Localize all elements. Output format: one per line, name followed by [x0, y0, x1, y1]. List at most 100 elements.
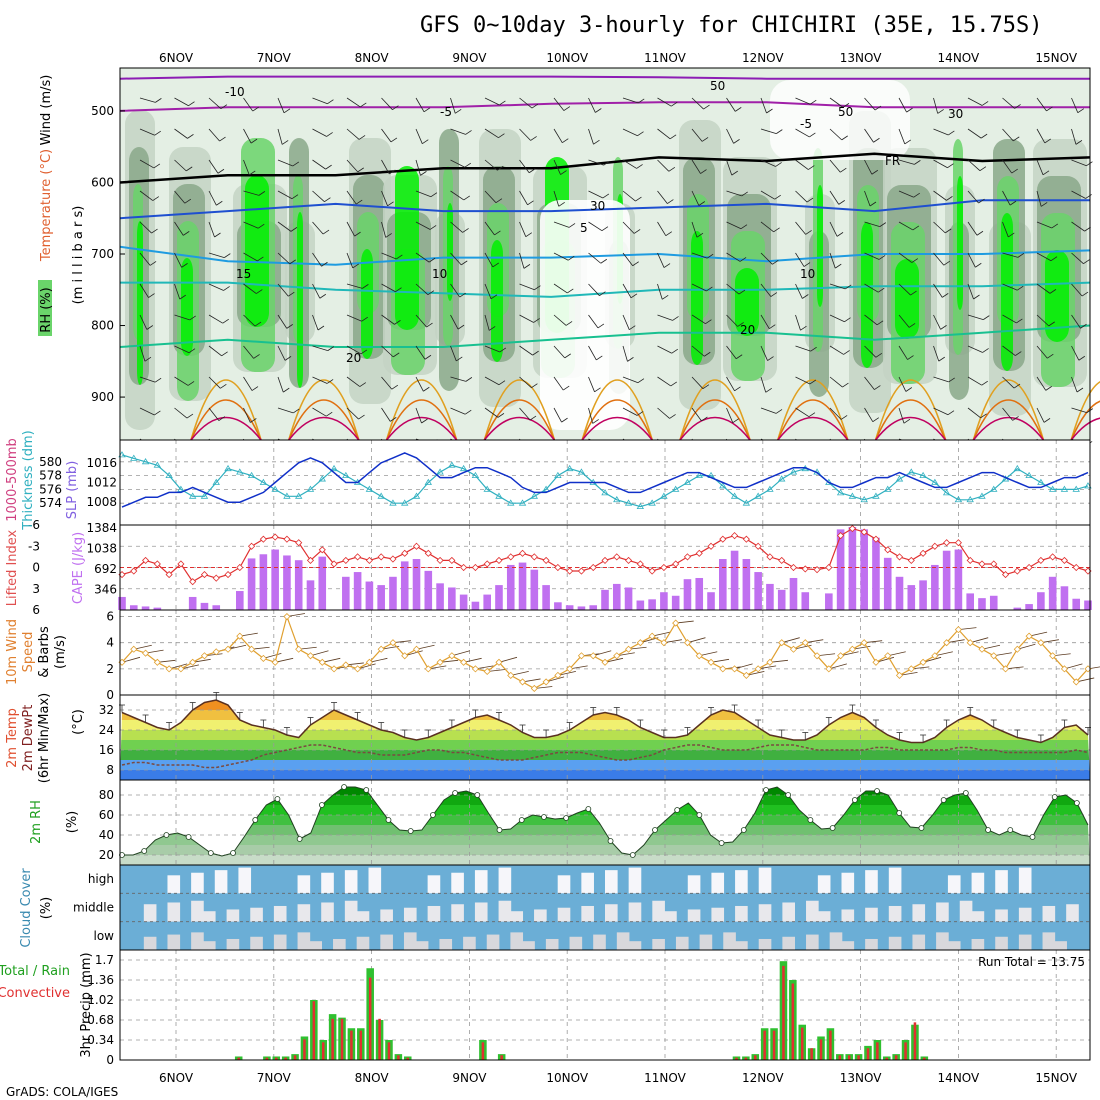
bottom-day-axis: 6NOV 7NOV 8NOV 9NOV 10NOV 11NOV 12NOV 13NOV 14NO…	[159, 1071, 1078, 1085]
wind-barb-flag	[290, 227, 298, 232]
lifted-index-point	[884, 546, 892, 554]
cape-bar	[577, 606, 586, 610]
cloud-low-block	[226, 938, 240, 950]
day-label-top: 14NOV	[938, 51, 980, 65]
cloud-low-block	[463, 936, 476, 950]
wind-barb-flag	[352, 263, 359, 269]
wind-barb-flag	[1076, 387, 1084, 393]
pressure-tick-label: 800	[91, 319, 114, 333]
precip-convective-bar	[303, 1039, 306, 1060]
cloud-middle-block	[605, 904, 618, 922]
wind-barb	[208, 159, 219, 174]
thickness-point	[719, 482, 727, 489]
day-label-bottom: 14NOV	[938, 1071, 980, 1085]
thickness-point	[577, 468, 586, 475]
dewpoint-line	[121, 744, 1089, 769]
wind-barb	[691, 407, 702, 422]
wind-speed-panel: 6 4 2 0	[106, 609, 1100, 702]
temp-band	[120, 720, 1090, 730]
cloud-middle-block	[782, 902, 795, 922]
wind-barb	[829, 376, 843, 388]
cloud-low-block	[522, 941, 535, 950]
precip-convective-bar	[265, 1057, 269, 1060]
wind-barb	[622, 128, 638, 137]
wind-barb-flag	[148, 293, 155, 298]
cape-bar	[683, 579, 692, 610]
surface-wind-barb	[875, 656, 895, 663]
wind-barb	[726, 97, 736, 112]
wind-barb	[346, 221, 355, 237]
rh-shading	[691, 231, 703, 365]
wind-barb	[967, 283, 974, 300]
contour-label: FR	[885, 154, 900, 168]
surface-wind-barb	[934, 651, 953, 657]
cloud-middle-block	[817, 911, 831, 922]
temperature-axis-label: Temperature (°C)	[39, 149, 54, 262]
wind-barb-flag	[669, 134, 677, 140]
wind-barb	[933, 159, 948, 169]
cloud-low-block	[403, 932, 417, 950]
wind-barb	[588, 97, 596, 113]
wind-barb	[519, 159, 530, 173]
wind-speed-point	[1060, 665, 1069, 673]
wind-speed-point	[624, 645, 633, 653]
precip-convective-bar	[368, 977, 372, 1060]
cape-bar	[377, 585, 385, 610]
cloud-middle-block	[202, 911, 216, 922]
lifted-index-point	[248, 542, 256, 550]
wind-barb-flag	[252, 106, 259, 112]
wind-barb-flag	[594, 387, 601, 393]
wind-barb-flag	[776, 129, 783, 134]
surface-wind-barb	[369, 657, 388, 663]
lifted-index-point	[813, 566, 821, 574]
cloud-title-label: Cloud Cover	[19, 868, 34, 948]
thickness-point	[554, 471, 562, 478]
rh-shading	[297, 212, 303, 388]
lifted-index-point	[165, 571, 173, 579]
wind-barb	[381, 252, 397, 260]
rh-shading	[245, 175, 269, 327]
warm-contour	[385, 416, 458, 441]
warm-contour	[581, 416, 653, 441]
wind-barb	[312, 345, 328, 352]
cloud-middle-block	[1066, 904, 1079, 922]
temp-tick-label: 8	[106, 763, 114, 777]
cape-bar	[978, 598, 986, 610]
wind-speed-point	[978, 645, 986, 653]
wind-barb	[519, 97, 533, 109]
wind-barb-flag	[661, 294, 669, 300]
precip-tick-label: 1.7	[95, 953, 114, 967]
thickness-point	[177, 485, 185, 492]
wind-barb	[760, 376, 767, 393]
wind-barb-flag	[250, 138, 258, 144]
wind-speed-point	[990, 652, 998, 660]
wind-barb-flag	[324, 197, 331, 203]
rh-shading	[1045, 250, 1069, 342]
temp-tick-label: 24	[99, 723, 114, 737]
rh-shading	[957, 176, 963, 310]
surface-wind-barb	[404, 650, 423, 657]
wind-barb-flag	[256, 289, 263, 294]
wind-barb	[691, 345, 705, 357]
wind-barb	[312, 97, 328, 105]
rh-point	[207, 850, 214, 856]
wind-barb	[553, 314, 567, 326]
wind-barb-flag	[218, 416, 226, 421]
cape-bar	[919, 580, 927, 610]
precip-convective-bar	[284, 1057, 287, 1060]
warm-contour	[190, 416, 262, 441]
wind-barb-flag	[597, 323, 605, 329]
wind-barb-flag	[775, 162, 782, 167]
thickness-point	[448, 461, 456, 468]
day-label-bottom: 12NOV	[742, 1071, 784, 1085]
wind-barb-flag	[910, 290, 917, 296]
wind-barb	[588, 283, 600, 296]
cloud-low-block	[191, 932, 204, 950]
wind-barb	[174, 345, 190, 354]
wind-barb	[588, 221, 603, 232]
cloud-low-block	[545, 938, 559, 950]
wind-barb	[346, 345, 362, 355]
wind-barb	[864, 221, 880, 228]
thickness-point	[907, 468, 915, 475]
cape-axis-label: CAPE (J/kg)	[71, 532, 86, 604]
